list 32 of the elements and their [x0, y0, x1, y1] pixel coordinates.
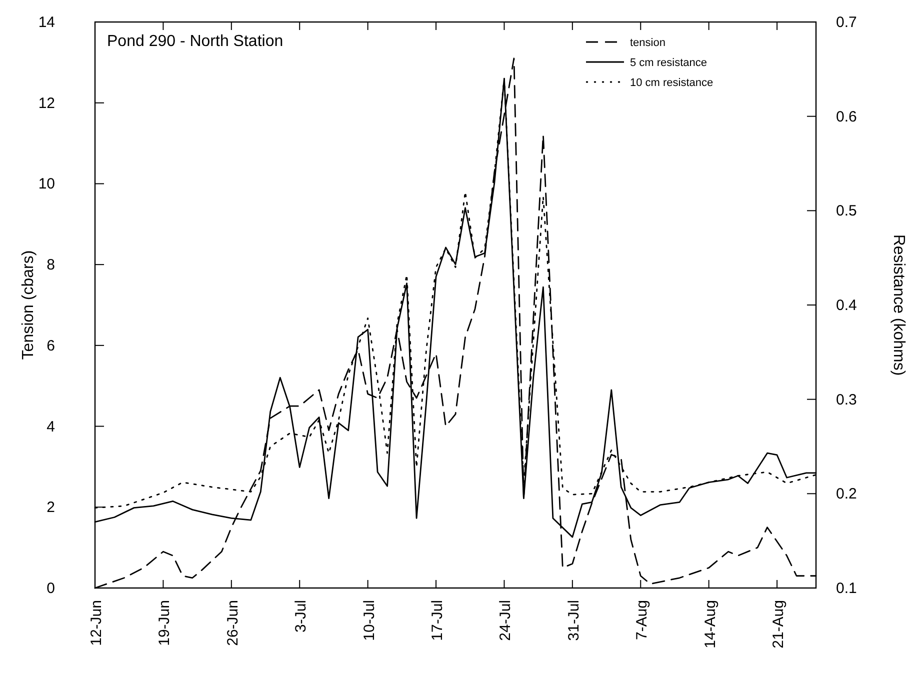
y-tick-label: 14	[38, 14, 55, 31]
text: Pond 290 - North Station	[107, 33, 284, 50]
legend-label: 5 cm resistance	[630, 57, 708, 69]
x-tick-label: 10-Jul	[360, 600, 378, 641]
y2-tick-label: 0.2	[836, 486, 857, 503]
x-tick-label: 21-Aug	[770, 600, 788, 648]
x-tick-label: 14-Aug	[702, 600, 719, 648]
y-tick-label: 6	[46, 337, 55, 354]
y2-tick-label: 0.4	[836, 297, 857, 314]
y-tick-label: 0	[46, 580, 55, 597]
y-tick-label: 12	[38, 94, 55, 112]
y-tick-label: 10	[38, 176, 55, 193]
y2-tick-label: 0.3	[836, 391, 857, 408]
x-tick-label: 3-Jul	[292, 600, 310, 633]
legend-label: 10 cm resistance	[630, 77, 714, 89]
y-tick-label: 8	[46, 256, 55, 274]
x-tick-label: 17-Jul	[429, 600, 446, 641]
x-tick-label: 31-Jul	[565, 600, 582, 641]
y2-tick-label: 0.5	[836, 202, 857, 220]
y-tick-label: 4	[46, 418, 55, 436]
x-tick-label: 12-Jun	[88, 600, 105, 646]
y-tick-label: 2	[46, 499, 55, 516]
x-tick-label: 26-Jun	[224, 600, 242, 646]
y2-tick-label: 0.6	[836, 108, 857, 126]
y2-tick-label: 0.7	[836, 14, 857, 31]
x-tick-label: 19-Jun	[156, 600, 174, 646]
y-axis-title: Tension (cbars)	[20, 250, 37, 360]
x-tick-label: 7-Aug	[634, 600, 651, 640]
x-tick-label: 24-Jul	[497, 600, 514, 641]
y2-tick-label: 0.1	[836, 580, 857, 597]
y2-axis-title: Resistance (kohms)	[890, 234, 907, 376]
legend-label: tension	[630, 37, 666, 49]
